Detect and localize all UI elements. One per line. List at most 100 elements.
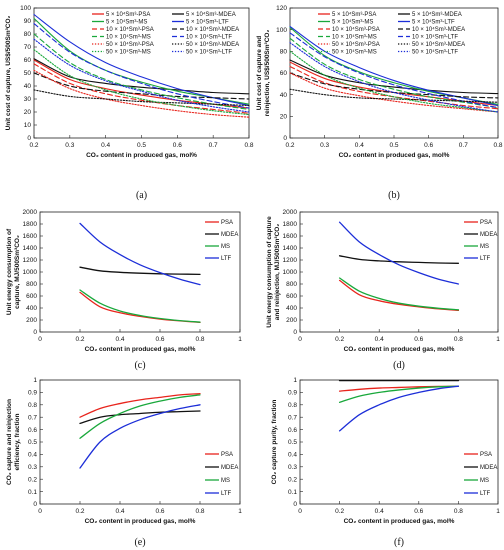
y-tick-label: 400 <box>26 305 37 312</box>
y-axis-label-group: Unit cost of capture, US$/500Sm³CO₂ <box>5 15 12 130</box>
plot-frame <box>39 379 241 505</box>
x-tick-label: 0.4 <box>355 142 364 149</box>
y-axis-label: Unit energy consumption of capture <box>266 216 273 328</box>
x-tick-label: 0.6 <box>155 508 164 515</box>
series-line-ms-solid <box>79 289 201 323</box>
y-axis-label: Unit energy consumption of <box>6 228 13 315</box>
y-axis-label: reinjection, US$/500Sm³CO₂ <box>264 30 271 117</box>
x-tick-label: 0.8 <box>454 508 463 515</box>
series-line-psa-solid <box>79 392 201 418</box>
legend-label: MS <box>221 244 230 250</box>
series-line-mdea-dot <box>33 89 250 107</box>
y-tick-label: 30 <box>24 96 32 103</box>
y-axis-label-group: CO₂ capture and reinjection efficiency, f… <box>6 399 21 485</box>
x-tick-label: 0.7 <box>209 142 218 149</box>
chart-panel-b: 0 20 40 60 80 100 120 0.2 0.3 0.4 0.5 0.6 0.7 0.8 CO₂ … <box>256 5 503 201</box>
y-tick-label: 20 <box>280 114 288 121</box>
series-line-psa-dash <box>33 63 250 114</box>
y-tick-label: 200 <box>286 317 297 324</box>
series-line-ms-dash <box>289 37 499 109</box>
x-axis-label: CO₂ content in produced gas, mol% <box>85 346 196 353</box>
series-line-mdea-solid <box>79 266 201 276</box>
y-tick-label: 0.5 <box>288 439 297 446</box>
legend-label: MS <box>480 244 489 250</box>
legend-label: LTF <box>221 256 232 262</box>
x-tick-label: 0.5 <box>389 142 398 149</box>
y-tick-label: 0.7 <box>288 414 297 421</box>
x-tick-label: 0.3 <box>320 142 329 149</box>
legend-label: 50 × 10⁴Sm³-MS <box>332 49 377 56</box>
y-tick-label: 1200 <box>283 257 298 264</box>
legend-label: 5 × 10⁴Sm³-LTF <box>412 19 455 26</box>
legend-label: 5 × 10⁴Sm³-PSA <box>106 11 150 18</box>
x-axis-label: CO₂ content in produced gas, mol% <box>344 518 455 525</box>
series-line-psa-solid <box>338 279 460 312</box>
legend-label: PSA <box>221 452 233 458</box>
y-tick-label: 1000 <box>283 269 298 276</box>
legend-label: 10 × 10⁴Sm³-MS <box>106 34 151 41</box>
x-tick-label: 0.7 <box>459 142 468 149</box>
series-line-psa-solid <box>79 291 201 324</box>
x-tick-label: 0.2 <box>285 142 294 149</box>
y-tick-label: 0.6 <box>28 427 37 434</box>
series-line-mdea-dot <box>289 88 499 103</box>
x-tick-label: 0.8 <box>454 336 463 343</box>
x-tick-label: 0 <box>38 508 42 515</box>
y-axis-label: capture, MJ/500Sm³CO₂ <box>14 235 21 309</box>
y-tick-label: 1600 <box>283 233 298 240</box>
series-line-ms-solid <box>79 394 201 439</box>
y-tick-label: 0 <box>293 501 297 508</box>
legend-label: 10 × 10⁴Sm³-PSA <box>106 26 154 33</box>
series-line-ms-dot <box>289 50 499 113</box>
y-tick-label: 600 <box>26 293 37 300</box>
y-tick-label: 80 <box>280 49 288 56</box>
y-axis-label: CO₂ capture and reinjection <box>6 399 13 485</box>
y-tick-label: 0.2 <box>288 476 297 483</box>
y-tick-label: 0.3 <box>288 464 297 471</box>
panel-label: (f) <box>394 537 404 548</box>
x-tick-label: 0.6 <box>424 142 433 149</box>
series-line-ms-solid <box>338 385 460 403</box>
legend-label: PSA <box>480 452 492 458</box>
x-tick-label: 0.2 <box>335 508 344 515</box>
y-axis-label-group: Unit energy consumption of capture and re… <box>266 216 281 328</box>
y-tick-label: 1 <box>293 377 297 384</box>
y-tick-label: 20 <box>24 109 32 116</box>
series-line-ms-solid <box>338 277 460 311</box>
series-line-ltf-dot <box>289 42 499 113</box>
x-tick-label: 0.4 <box>115 508 124 515</box>
y-tick-label: 800 <box>26 281 37 288</box>
y-tick-label: 100 <box>276 27 287 34</box>
x-tick-label: 0 <box>38 336 42 343</box>
legend-label: 50 × 10⁴Sm³-PSA <box>332 41 380 48</box>
x-tick-label: 0.4 <box>375 508 384 515</box>
legend: PSA MDEA MS LTF <box>464 220 497 262</box>
chart-panel-e: 0 0.1 0.2 0.3 0.4 0.5 0.6 0.7 0.8 0.9 1 0 0.2 0.4 0.6 0… <box>6 377 242 548</box>
legend-label: LTF <box>221 491 232 497</box>
series-line-psa-dot <box>289 72 499 113</box>
x-tick-label: 0.2 <box>75 508 84 515</box>
series-line-ltf-solid <box>289 25 499 107</box>
x-axis-label: CO₂ content in produced gas, mol% <box>344 346 455 353</box>
legend-label: MDEA <box>221 232 238 238</box>
chart-panel-f: 0 0.1 0.2 0.3 0.4 0.5 0.6 0.7 0.8 0.9 1 0 0.2 0.4 0.6 0… <box>271 377 500 548</box>
legend-label: 5 × 10⁴Sm³-MDEA <box>186 11 236 18</box>
x-axis-label: CO₂ content in produced gas, mol% <box>339 152 450 159</box>
series-line-mdea-solid <box>79 410 201 425</box>
legend-label: 10 × 10⁴Sm³-PSA <box>332 26 380 33</box>
x-tick-label: 0 <box>298 508 302 515</box>
y-tick-label: 60 <box>280 70 288 77</box>
x-tick-label: 0.4 <box>115 336 124 343</box>
y-tick-label: 0 <box>33 329 37 336</box>
x-tick-label: 0 <box>298 336 302 343</box>
legend-label: MDEA <box>480 232 497 238</box>
legend-label: 50 × 10⁴Sm³-PSA <box>106 41 154 48</box>
legend-label: 5 × 10⁴Sm³-MS <box>106 19 147 26</box>
legend-label: 50 × 10⁴Sm³-MS <box>106 49 151 56</box>
plot-frame <box>299 379 499 505</box>
panel-label: (a) <box>136 190 147 201</box>
plot-frame <box>39 211 241 333</box>
x-tick-label: 0.3 <box>65 142 74 149</box>
y-tick-label: 200 <box>26 317 37 324</box>
panel-label: (b) <box>388 190 400 201</box>
